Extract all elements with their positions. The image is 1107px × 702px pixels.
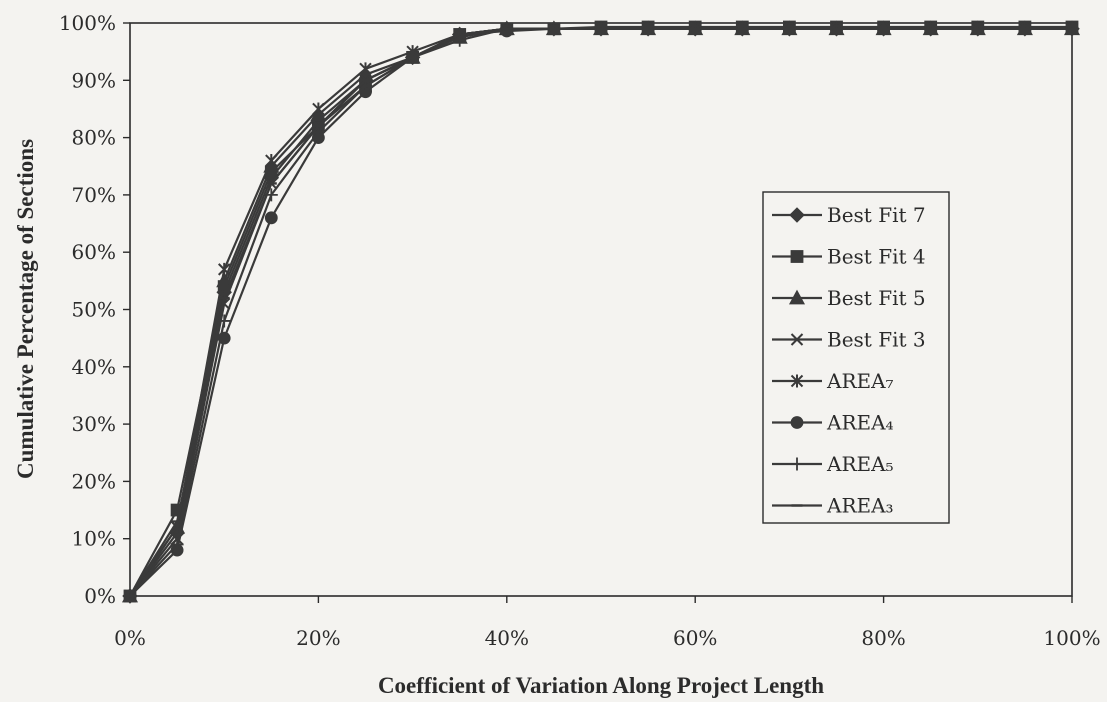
legend-item: Best Fit 3 [772,328,926,352]
x-axis-title: Coefficient of Variation Along Project L… [378,673,824,698]
legend-marker [790,374,804,388]
y-tick-label: 80% [72,126,116,150]
data-point [217,262,231,276]
legend-marker [790,457,804,471]
data-point [217,297,231,310]
legend-marker [790,333,804,346]
data-point [170,537,184,551]
x-tick-label: 100% [1043,626,1100,650]
legend-item: Best Fit 4 [772,245,926,269]
series-8 [124,27,1078,598]
legend-item: AREA₄ [772,411,894,435]
legend-label: Best Fit 4 [827,245,926,269]
legend-item: Best Fit 5 [772,286,926,310]
legend: Best Fit 7 Best Fit 4 Best Fit 5 Best Fit 3… [762,191,950,524]
y-tick-label: 20% [72,469,116,493]
legend-label: Best Fit 3 [827,328,926,352]
y-tick-label: 90% [72,68,116,92]
y-tick-label: 60% [72,240,116,264]
x-tick-label: 80% [861,626,905,650]
data-point [312,102,325,116]
legend-label: AREA₄ [826,411,894,435]
y-axis: 0% 10% 20% 30% 40% 50% 60% 70% 80% 90% 100% [59,11,130,608]
legend-label: AREA₅ [826,452,894,476]
legend-box [762,191,950,524]
series-layer [121,20,1081,604]
data-point [359,62,372,76]
y-tick-label: 40% [72,355,116,379]
legend-item: Best Fit 7 [772,203,926,227]
data-point [453,33,467,47]
x-axis: 0% 20% 40% 60% 80% 100% [114,596,1101,650]
y-tick-label: 10% [72,527,116,551]
legend-item: AREA₃ [772,494,894,518]
legend-label: Best Fit 7 [827,203,926,227]
x-tick-label: 20% [296,626,340,650]
y-tick-label: 50% [72,298,116,322]
legend-marker [788,289,806,305]
x-tick-label: 60% [673,626,717,650]
data-point [264,211,278,225]
y-tick-label: 70% [72,183,116,207]
y-tick-label: 0% [84,584,116,608]
legend-item: AREA₇ [772,369,894,393]
legend-label: AREA₃ [826,494,894,518]
y-axis-title: Cumulative Percentage of Sections [13,139,38,479]
legend-item: AREA₅ [772,452,894,476]
legend-label: AREA₇ [826,369,894,393]
x-tick-label: 0% [114,626,146,650]
legend-marker [790,416,804,429]
legend-marker [790,250,804,263]
y-tick-label: 100% [59,11,116,35]
x-tick-label: 40% [485,626,529,650]
data-point [265,154,278,168]
legend-marker [789,207,805,223]
y-tick-label: 30% [72,412,116,436]
legend-label: Best Fit 5 [827,286,926,310]
